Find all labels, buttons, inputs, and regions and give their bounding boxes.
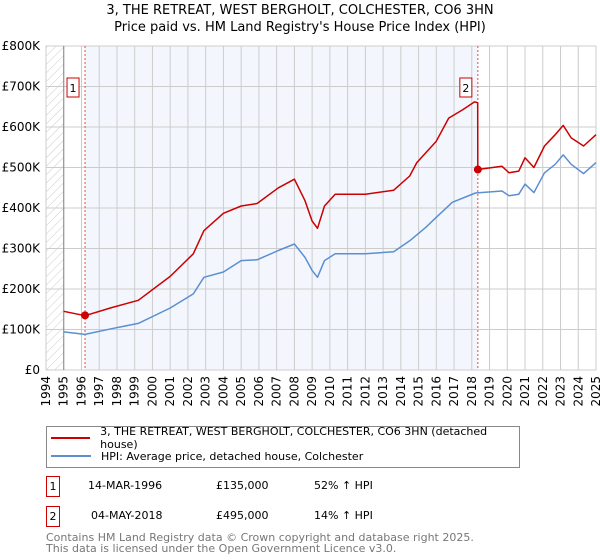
legend: 3, THE RETREAT, WEST BERGHOLT, COLCHESTE… bbox=[46, 425, 520, 468]
transaction-row: 1 14-MAR-1996 £135,000 52% ↑ HPI bbox=[46, 476, 566, 497]
x-tick-label: 2001 bbox=[163, 376, 177, 407]
legend-item-property: 3, THE RETREAT, WEST BERGHOLT, COLCHESTE… bbox=[51, 425, 519, 451]
y-tick-label: £0 bbox=[25, 363, 40, 377]
legend-label: HPI: Average price, detached house, Colc… bbox=[101, 449, 364, 463]
x-tick-label: 2009 bbox=[305, 376, 319, 407]
x-tick-label: 2024 bbox=[571, 376, 585, 407]
sale-point bbox=[473, 165, 482, 174]
sale-label: 2 bbox=[462, 82, 469, 95]
sale-label: 1 bbox=[70, 82, 77, 95]
x-tick-label: 2007 bbox=[270, 376, 284, 407]
x-tick-label: 1998 bbox=[110, 376, 124, 407]
legend-swatch-red bbox=[51, 437, 91, 439]
transaction-badge: 2 bbox=[46, 506, 60, 527]
sale-point bbox=[81, 311, 90, 320]
transaction-price: £495,000 bbox=[216, 509, 269, 522]
transaction-delta: 14% ↑ HPI bbox=[314, 509, 373, 522]
footer-licence: This data is licensed under the Open Gov… bbox=[46, 542, 397, 555]
transaction-date: 04-MAY-2018 bbox=[91, 509, 163, 522]
price-chart: 1994 1995 1996 1997 1998 1999 2000 2001 2002 2003… bbox=[2, 39, 600, 407]
x-tick-label: 2017 bbox=[447, 376, 461, 407]
x-tick-label: 2016 bbox=[429, 376, 443, 407]
x-tick-label: 2002 bbox=[181, 376, 195, 407]
x-tick-label: 2015 bbox=[412, 376, 426, 407]
x-tick-label: 2023 bbox=[554, 376, 568, 407]
x-tick-label: 2022 bbox=[536, 376, 550, 407]
x-tick-label: 2018 bbox=[465, 376, 479, 407]
x-tick-label: 2020 bbox=[500, 376, 514, 407]
y-tick-label: £600K bbox=[2, 120, 42, 134]
x-tick-label: 2013 bbox=[376, 376, 390, 407]
chart-subtitle: Price paid vs. HM Land Registry's House … bbox=[114, 20, 486, 35]
hpi-line bbox=[63, 154, 597, 336]
x-tick-label: 2011 bbox=[341, 376, 355, 407]
property-price-line bbox=[63, 101, 597, 317]
x-tick-label: 1997 bbox=[92, 376, 106, 407]
sale-label-box bbox=[459, 77, 473, 98]
y-tick-label: £800K bbox=[2, 39, 42, 53]
transaction-row: 2 04-MAY-2018 £495,000 14% ↑ HPI bbox=[46, 506, 566, 527]
x-tick-label: 2014 bbox=[394, 376, 408, 407]
legend-item-hpi: HPI: Average price, detached house, Colc… bbox=[51, 448, 363, 464]
x-tick-label: 2004 bbox=[216, 376, 230, 407]
y-tick-label: £500K bbox=[2, 161, 42, 175]
y-tick-label: £200K bbox=[2, 282, 42, 296]
transaction-price: £135,000 bbox=[216, 479, 269, 492]
x-tick-label: 2021 bbox=[518, 376, 532, 407]
x-tick-label: 2025 bbox=[589, 376, 600, 407]
footer-copyright: Contains HM Land Registry data © Crown c… bbox=[46, 531, 474, 544]
legend-swatch-blue bbox=[51, 455, 91, 457]
chart-title: 3, THE RETREAT, WEST BERGHOLT, COLCHESTE… bbox=[106, 3, 494, 18]
y-tick-label: £400K bbox=[2, 201, 42, 215]
x-tick-label: 1996 bbox=[74, 376, 88, 407]
x-tick-label: 2000 bbox=[145, 376, 159, 407]
transaction-badge: 1 bbox=[46, 476, 60, 497]
x-tick-label: 2003 bbox=[199, 376, 213, 407]
y-tick-label: £100K bbox=[2, 323, 42, 337]
x-tick-label: 2010 bbox=[323, 376, 337, 407]
x-tick-label: 2019 bbox=[483, 376, 497, 407]
x-tick-label: 2005 bbox=[234, 376, 248, 407]
y-tick-label: £300K bbox=[2, 242, 42, 256]
legend-label: 3, THE RETREAT, WEST BERGHOLT, COLCHESTE… bbox=[100, 425, 488, 451]
sale-label-box bbox=[66, 77, 80, 98]
transaction-delta: 52% ↑ HPI bbox=[314, 479, 373, 492]
x-tick-label: 1994 bbox=[39, 376, 53, 407]
transaction-date: 14-MAR-1996 bbox=[88, 479, 163, 492]
y-tick-label: £700K bbox=[2, 80, 42, 94]
x-tick-label: 2008 bbox=[287, 376, 301, 407]
x-tick-label: 2006 bbox=[252, 376, 266, 407]
x-tick-label: 2012 bbox=[358, 376, 372, 407]
x-tick-label: 1995 bbox=[57, 376, 71, 407]
x-tick-label: 1999 bbox=[128, 376, 142, 407]
